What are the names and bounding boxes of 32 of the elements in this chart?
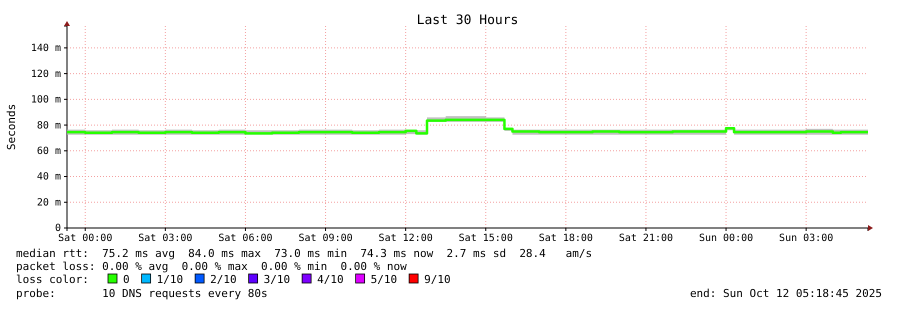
y-tick-label: 80 m bbox=[36, 120, 61, 132]
legend-label: 0 bbox=[123, 273, 130, 286]
x-tick-label: Sun 03:00 bbox=[779, 233, 834, 244]
x-tick-label: Sun 00:00 bbox=[698, 233, 754, 244]
legend-title: loss color: bbox=[16, 273, 89, 286]
y-tick-label: 100 m bbox=[30, 94, 61, 106]
legend-label: 5/10 bbox=[370, 273, 398, 286]
x-tick-label: Sat 15:00 bbox=[458, 233, 513, 244]
y-tick-label: 120 m bbox=[30, 68, 61, 80]
text: median rtt: 75.2 ms avg 84.0 ms max 73.0 ms min 74.3 ms now 2.7 ms sd 28.4 am/s bbox=[16, 247, 592, 260]
y-tick-label: 20 m bbox=[36, 197, 61, 208]
legend-label: 9/10 bbox=[424, 273, 451, 286]
x-tick-label: Sat 12:00 bbox=[378, 233, 433, 244]
legend-label: 4/10 bbox=[317, 273, 344, 286]
y-axis-title: Seconds bbox=[5, 104, 18, 150]
legend-label: 1/10 bbox=[156, 273, 184, 286]
x-tick-label: Sat 21:00 bbox=[618, 233, 674, 244]
x-tick-label: Sat 00:00 bbox=[58, 233, 112, 244]
x-tick-label: Sat 03:00 bbox=[138, 233, 192, 244]
y-tick-label: 140 m bbox=[30, 43, 61, 54]
chart-title: Last 30 Hours bbox=[416, 13, 518, 28]
y-tick-label: 0 bbox=[54, 223, 61, 234]
text: probe: 10 DNS requests every 80s bbox=[16, 287, 268, 300]
legend-label: 3/10 bbox=[264, 273, 290, 286]
x-tick-label: Sat 06:00 bbox=[218, 233, 273, 244]
x-tick-label: Sat 18:00 bbox=[538, 233, 593, 244]
text: packet loss: 0.00 % avg 0.00 % max 0.00 % min 0.00 % now bbox=[16, 260, 408, 273]
y-tick-label: 60 m bbox=[36, 146, 61, 158]
x-tick-label: Sat 09:00 bbox=[298, 233, 353, 244]
legend-label: 2/10 bbox=[210, 273, 237, 286]
y-tick-label: 40 m bbox=[36, 172, 61, 183]
text: end: Sun Oct 12 05:18:45 2025 bbox=[690, 287, 882, 300]
